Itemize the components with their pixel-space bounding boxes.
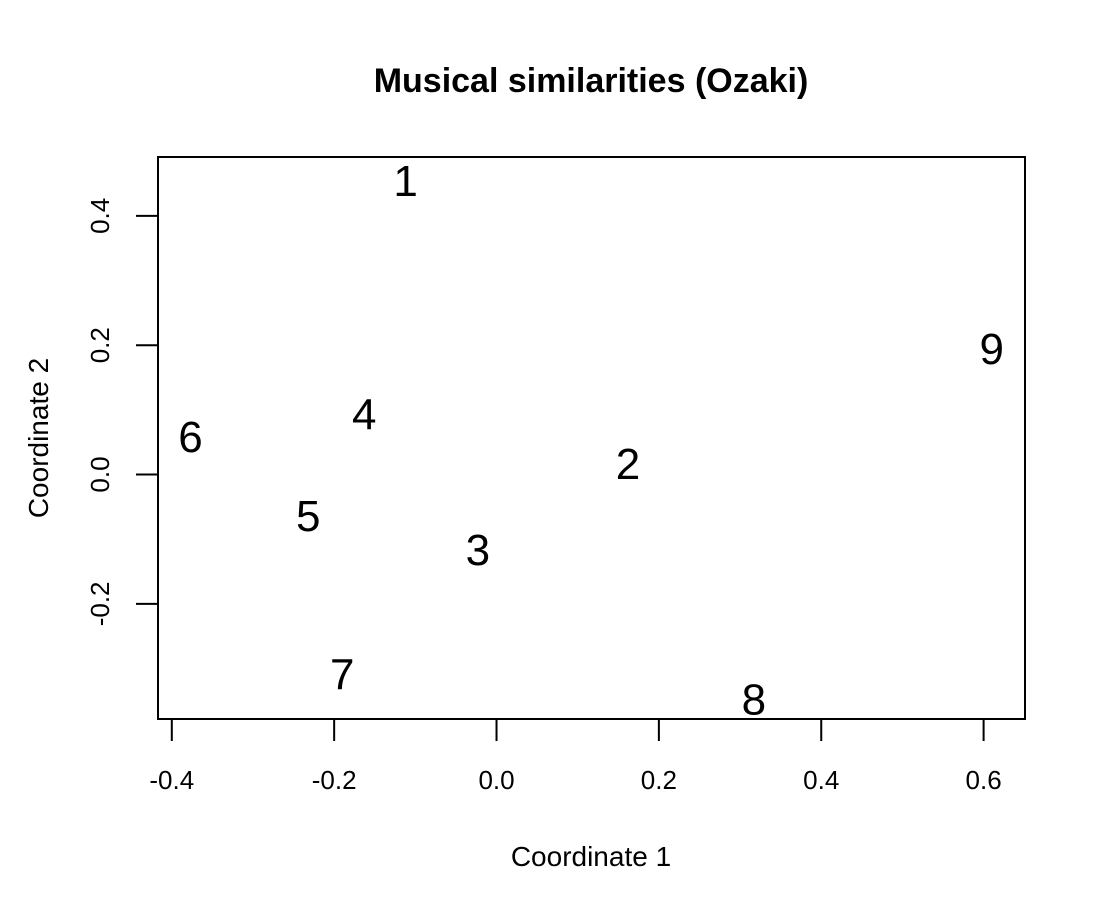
- x-tick-label: 0.2: [641, 765, 677, 795]
- y-tick-label: 0.4: [85, 198, 115, 234]
- point-label-6: 6: [178, 413, 202, 462]
- y-axis-label: Coordinate 2: [23, 358, 54, 518]
- y-tick-label: 0.0: [85, 456, 115, 492]
- x-tick-label: 0.6: [966, 765, 1002, 795]
- plot-frame: [157, 156, 1026, 720]
- data-points: 1 2 3 4 5 6 7 8 9: [178, 157, 1004, 725]
- y-tick-label: 0.2: [85, 327, 115, 363]
- point-label-4: 4: [352, 390, 376, 439]
- x-axis-label: Coordinate 1: [511, 841, 671, 872]
- x-tick-label: 0.4: [803, 765, 839, 795]
- x-tick-label: -0.4: [149, 765, 194, 795]
- y-tick-label: -0.2: [85, 581, 115, 626]
- x-tick-label: 0.0: [478, 765, 514, 795]
- x-axis: -0.4 -0.2 0.0 0.2 0.4 0.6: [149, 718, 1002, 795]
- y-axis: -0.2 0.0 0.2 0.4: [85, 198, 159, 626]
- point-label-2: 2: [616, 440, 640, 489]
- chart-title: Musical similarities (Ozaki): [374, 62, 809, 100]
- point-label-1: 1: [393, 157, 417, 206]
- point-label-3: 3: [466, 526, 490, 575]
- point-label-8: 8: [742, 676, 766, 725]
- x-tick-label: -0.2: [312, 765, 357, 795]
- point-label-9: 9: [979, 325, 1003, 374]
- point-label-5: 5: [296, 492, 320, 541]
- point-label-7: 7: [330, 650, 354, 699]
